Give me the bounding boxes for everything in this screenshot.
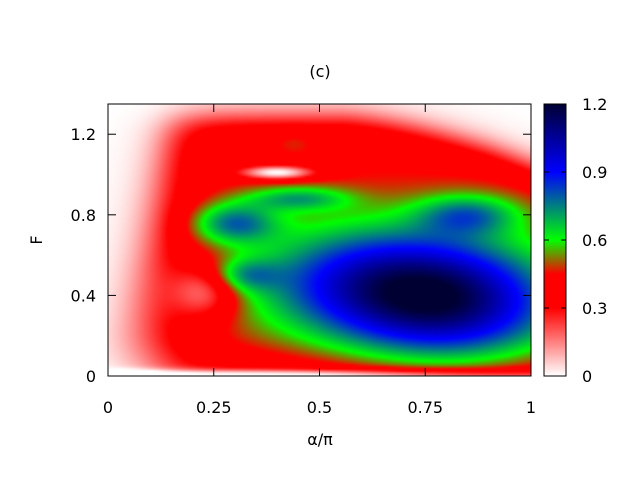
colorbar-tick-label: 0 — [582, 367, 592, 386]
colorbar-tick-label: 0.3 — [582, 299, 607, 318]
x-axis-ticks: 0 0.25 0.5 0.75 1 — [103, 104, 536, 417]
y-axis-ticks: 0 0.4 0.8 1.2 — [71, 125, 531, 386]
y-axis-label: F — [27, 235, 46, 244]
x-tick-label: 0.75 — [407, 398, 443, 417]
x-tick-label: 0 — [103, 398, 113, 417]
y-tick-label: 1.2 — [71, 125, 96, 144]
colorbar-gradient — [544, 104, 566, 376]
colorbar-tick-label: 0.9 — [582, 163, 607, 182]
y-tick-label: 0.8 — [71, 206, 96, 225]
colorbar-tick-label: 1.2 — [582, 95, 607, 114]
x-tick-label: 0.5 — [307, 398, 332, 417]
y-tick-label: 0 — [86, 367, 96, 386]
chart-title: (c) — [309, 62, 330, 81]
x-tick-label: 0.25 — [196, 398, 232, 417]
y-tick-label: 0.4 — [71, 286, 96, 305]
heatmap-surface — [108, 104, 531, 376]
x-tick-label: 1 — [526, 398, 536, 417]
x-axis-label: α/π — [307, 430, 333, 449]
colorbar-ticks: 0 0.3 0.6 0.9 1.2 — [544, 95, 607, 386]
colorbar-tick-label: 0.6 — [582, 231, 607, 250]
